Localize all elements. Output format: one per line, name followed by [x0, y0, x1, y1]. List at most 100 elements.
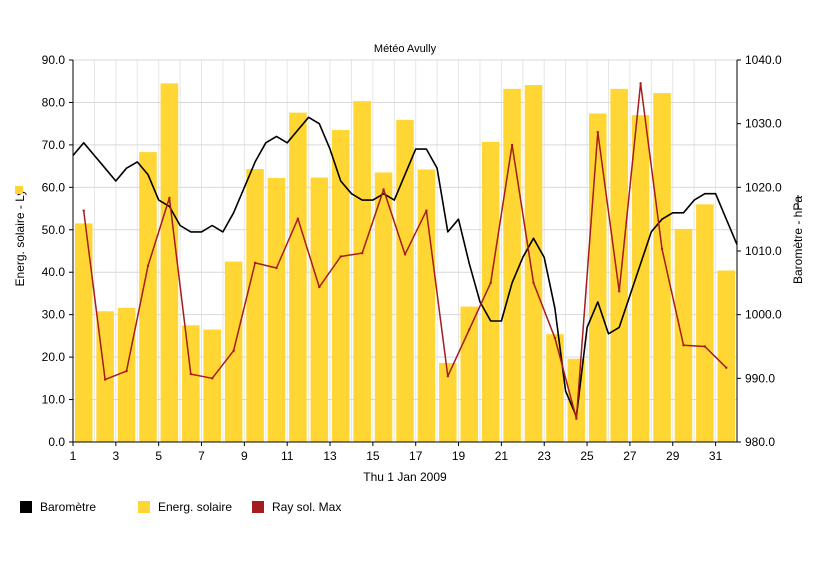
point-ray-sol-max: [103, 378, 107, 381]
point-ray-sol-max: [617, 290, 621, 293]
bar-energ-solaire: [653, 93, 671, 443]
bar-energ-solaire: [546, 334, 564, 442]
bar-energ-solaire: [160, 83, 179, 442]
y-left-tick-label: 0.0: [48, 435, 65, 449]
x-tick-label: 7: [198, 449, 205, 463]
legend: Baromètre Energ. solaire Ray sol. Max: [20, 500, 341, 514]
axes: 0.0 10.0 20.0 30.0 40.0 50.0 60.0 70.0 80.0 90.0 9…: [42, 53, 782, 463]
bar-energ-solaire: [117, 307, 136, 442]
point-ray-sol-max: [596, 130, 599, 134]
series-lines: [72, 82, 738, 420]
y-right-tick-label: 1000.0: [745, 308, 782, 322]
x-tick-label: 9: [241, 449, 248, 463]
bar-energ-solaire: [417, 169, 436, 443]
x-tick-label: 31: [709, 449, 723, 463]
bar-energ-solaire: [503, 88, 521, 443]
point-ray-sol-max: [468, 328, 471, 331]
y-axis-right-label: Baromètre - hPa: [791, 196, 805, 284]
bar-energ-solaire: [353, 101, 371, 442]
x-tick-label: 17: [409, 449, 423, 463]
bar-energ-solaire: [481, 141, 500, 442]
bar-energ-solaire: [610, 88, 628, 443]
bar-energ-solaire: [396, 119, 414, 442]
y-axis-left-label: Energ. solaire - Ly: [13, 190, 27, 287]
point-ray-sol-max: [275, 266, 278, 270]
point-ray-sol-max: [425, 209, 428, 212]
x-tick-label: 11: [281, 449, 294, 463]
x-axis-label: Thu 1 Jan 2009: [363, 470, 447, 484]
point-ray-sol-max: [660, 247, 664, 251]
point-ray-sol-max: [532, 281, 535, 285]
point-ray-sol-max: [725, 366, 728, 369]
point-ray-sol-max: [703, 345, 707, 348]
point-ray-sol-max: [360, 251, 364, 255]
bar-energ-solaire: [182, 325, 200, 442]
bar-energ-solaire: [696, 204, 714, 442]
legend-item-ray-sol-max: Ray sol. Max: [252, 500, 341, 514]
x-tick-label: 27: [623, 449, 637, 463]
point-ray-sol-max: [382, 188, 385, 191]
bar-energ-solaire: [374, 172, 393, 442]
legend-item-energ-solaire: Energ. solaire: [138, 500, 252, 514]
point-ray-sol-max: [296, 217, 300, 220]
y-right-tick-label: 980.0: [745, 435, 775, 449]
y-axis-left-legend-swatch: [15, 186, 23, 194]
point-ray-sol-max: [168, 196, 171, 200]
point-ray-sol-max: [318, 285, 321, 289]
y-left-tick-label: 60.0: [42, 180, 66, 194]
x-tick-label: 29: [666, 449, 680, 463]
point-ray-sol-max: [489, 281, 492, 285]
y-left-tick-label: 80.0: [42, 95, 66, 109]
point-ray-sol-max: [146, 264, 150, 268]
line-barometre: [72, 116, 738, 418]
x-tick-label: 15: [366, 449, 380, 463]
x-tick-label: 25: [580, 449, 594, 463]
legend-swatch-energ-solaire: [138, 501, 150, 513]
bar-energ-solaire: [331, 130, 350, 443]
bar-energ-solaire: [439, 363, 457, 442]
bar-energ-solaire: [631, 115, 650, 442]
point-ray-sol-max: [575, 417, 578, 420]
bar-energ-solaire: [588, 113, 607, 442]
bar-energ-solaire: [674, 228, 693, 442]
bar-energ-solaire: [74, 223, 93, 442]
bars-energ-solaire: [74, 83, 736, 443]
y-right-tick-label: 1030.0: [745, 117, 782, 131]
point-ray-sol-max: [82, 209, 85, 212]
y-right-tick-label: 990.0: [745, 371, 775, 385]
y-left-tick-label: 50.0: [42, 223, 66, 237]
point-ray-sol-max: [211, 377, 214, 380]
y-left-tick-label: 30.0: [42, 308, 66, 322]
x-tick-label: 13: [323, 449, 337, 463]
x-tick-label: 19: [452, 449, 466, 463]
point-ray-sol-max: [510, 143, 514, 147]
y-right-tick-label: 1040.0: [745, 53, 782, 67]
bar-energ-solaire: [524, 85, 543, 442]
point-ray-sol-max: [553, 336, 557, 340]
point-ray-sol-max: [125, 369, 128, 373]
point-ray-sol-max: [403, 253, 407, 256]
point-ray-sol-max: [232, 349, 235, 352]
x-tick-label: 5: [155, 449, 162, 463]
point-ray-sol-max: [446, 375, 450, 378]
bar-energ-solaire: [267, 177, 286, 443]
y-left-tick-label: 90.0: [42, 53, 66, 67]
bar-energ-solaire: [289, 112, 307, 443]
point-ray-sol-max: [339, 255, 342, 258]
legend-label-barometre: Baromètre: [40, 500, 97, 514]
point-ray-sol-max: [253, 261, 257, 265]
point-ray-sol-max: [639, 82, 642, 85]
bar-energ-solaire: [310, 177, 329, 442]
bar-energ-solaire: [460, 306, 479, 442]
bar-energ-solaire: [139, 152, 157, 443]
legend-item-barometre: Baromètre: [20, 500, 138, 514]
point-ray-sol-max: [189, 372, 193, 376]
legend-swatch-barometre: [20, 501, 32, 513]
y-left-tick-label: 70.0: [42, 138, 66, 152]
legend-label-energ-solaire: Energ. solaire: [158, 500, 233, 514]
y-left-tick-label: 40.0: [42, 265, 66, 279]
legend-swatch-ray-sol-max: [252, 501, 264, 513]
y-right-tick-label: 1010.0: [745, 244, 782, 258]
x-tick-label: 21: [495, 449, 509, 463]
